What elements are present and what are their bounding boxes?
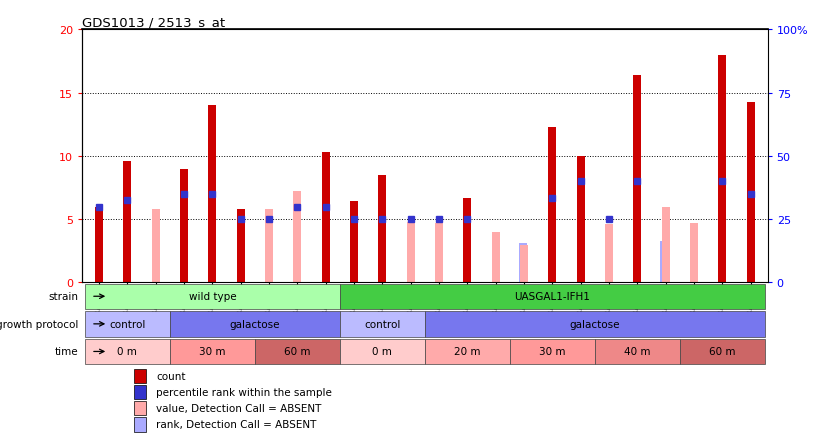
Text: control: control [365,319,401,329]
Text: UASGAL1-IFH1: UASGAL1-IFH1 [515,292,590,302]
Text: GDS1013 / 2513_s_at: GDS1013 / 2513_s_at [82,16,225,29]
Text: value, Detection Call = ABSENT: value, Detection Call = ABSENT [156,404,322,414]
Text: 30 m: 30 m [539,347,566,357]
Bar [255,339,340,364]
Text: 60 m: 60 m [709,347,736,357]
Text: growth protocol: growth protocol [0,319,79,329]
Bar [595,339,680,364]
Bar [85,312,170,337]
Bar [605,225,613,283]
Bar [293,192,301,283]
Text: count: count [156,372,186,381]
Text: 0 m: 0 m [373,347,392,357]
Bar [85,284,340,309]
Bar [340,284,765,309]
Bar [510,339,595,364]
Bar [576,157,585,283]
Bar [350,202,358,283]
Bar [134,418,146,431]
Bar [680,339,765,364]
Bar [340,339,425,364]
Bar [134,401,146,415]
Bar [660,241,668,283]
Text: galactose: galactose [570,319,620,329]
Text: control: control [109,319,145,329]
Bar [152,210,160,283]
Text: 0 m: 0 m [117,347,137,357]
Bar [378,175,387,283]
Text: galactose: galactose [230,319,280,329]
Bar [718,56,727,283]
Bar [435,224,443,283]
Bar [209,106,217,283]
Text: 20 m: 20 m [454,347,480,357]
Text: 30 m: 30 m [200,347,226,357]
Bar [425,339,510,364]
Bar [406,222,415,283]
Bar [134,369,146,383]
Bar [548,128,557,283]
Bar [236,210,245,283]
Text: 40 m: 40 m [624,347,650,357]
Bar [519,243,526,283]
Bar [633,76,641,283]
Bar [662,207,670,283]
Text: percentile rank within the sample: percentile rank within the sample [156,388,332,398]
Bar [463,198,471,283]
Bar [123,161,131,283]
Bar [180,169,188,283]
Text: strain: strain [48,292,79,302]
Bar [170,339,255,364]
Bar [425,312,765,337]
Bar [134,385,146,399]
Bar [322,153,330,283]
Text: rank, Detection Call = ABSENT: rank, Detection Call = ABSENT [156,420,317,430]
Bar [95,207,103,283]
Bar [265,210,273,283]
Bar [85,339,170,364]
Bar [340,312,425,337]
Text: 60 m: 60 m [284,347,310,357]
Text: wild type: wild type [189,292,236,302]
Bar [492,232,500,283]
Text: time: time [55,347,79,357]
Bar [690,224,698,283]
Bar [170,312,340,337]
Bar [520,245,528,283]
Bar [746,102,754,283]
